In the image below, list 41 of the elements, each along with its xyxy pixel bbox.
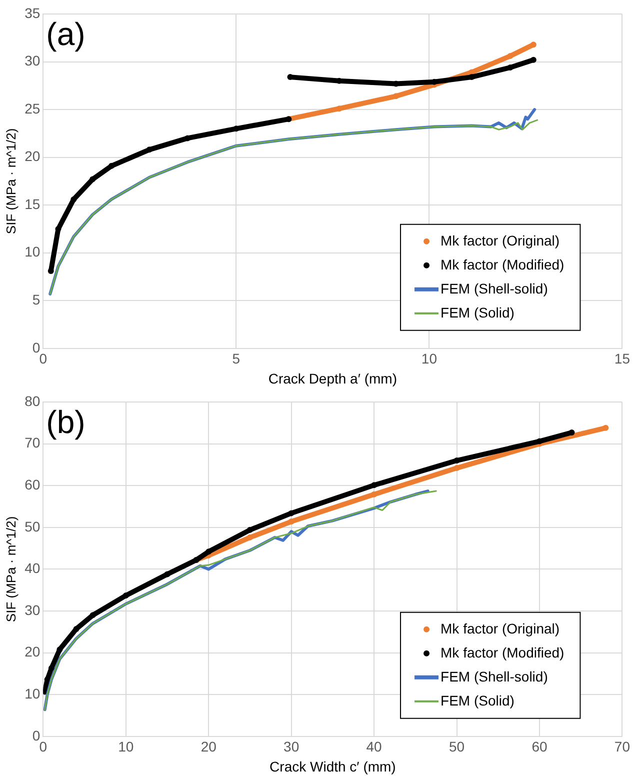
x-tick-label: 5	[232, 350, 240, 367]
x-tick-label: 60	[532, 738, 548, 755]
y-tick-label: 25	[24, 100, 40, 116]
y-tick-label: 5	[32, 291, 40, 308]
x-tick-label: 30	[284, 738, 300, 755]
legend-label: Mk factor (Modified)	[440, 644, 564, 660]
y-tick-label: 0	[32, 727, 40, 744]
y-tick-label: 15	[24, 196, 40, 212]
x-tick-label: 40	[366, 738, 382, 755]
legend-label: FEM (Shell-solid)	[440, 668, 548, 684]
y-tick-label: 30	[24, 52, 40, 69]
x-tick-label: 15	[614, 350, 630, 367]
x-tick-label: 50	[448, 738, 465, 755]
x-axis-title: Crack Depth a′ (mm)	[268, 370, 398, 386]
legend-label: FEM (Solid)	[440, 692, 514, 708]
legend-label: FEM (Solid)	[440, 304, 514, 320]
legend-label: Mk factor (Original)	[440, 620, 560, 636]
y-tick-label: 20	[24, 644, 40, 660]
x-tick-label: 10	[118, 738, 134, 755]
x-tick-label: 20	[200, 738, 217, 755]
x-axis-title: Crack Width c′ (mm)	[270, 758, 396, 774]
y-tick-label: 20	[24, 148, 40, 164]
y-tick-label: 70	[24, 434, 40, 451]
y-tick-label: 50	[24, 518, 40, 534]
chart-title: (a)	[46, 16, 86, 52]
y-axis-title: SIF (MPa · m^1/2)	[3, 516, 18, 622]
x-tick-label: 10	[421, 350, 438, 367]
x-tick-label: 70	[614, 738, 630, 755]
y-tick-label: 35	[24, 4, 40, 21]
legend-label: FEM (Shell-solid)	[440, 280, 548, 296]
y-tick-label: 60	[24, 476, 40, 492]
chart-title: (b)	[46, 404, 86, 440]
y-tick-label: 10	[24, 244, 40, 260]
y-tick-label: 0	[32, 339, 40, 356]
legend-label: Mk factor (Original)	[440, 232, 560, 248]
legend-label: Mk factor (Modified)	[440, 256, 564, 272]
y-tick-label: 30	[24, 602, 40, 618]
y-tick-label: 40	[24, 560, 40, 576]
y-tick-label: 80	[24, 392, 40, 409]
y-tick-label: 10	[24, 685, 40, 702]
y-axis-title: SIF (MPa · m^1/2)	[3, 128, 18, 234]
